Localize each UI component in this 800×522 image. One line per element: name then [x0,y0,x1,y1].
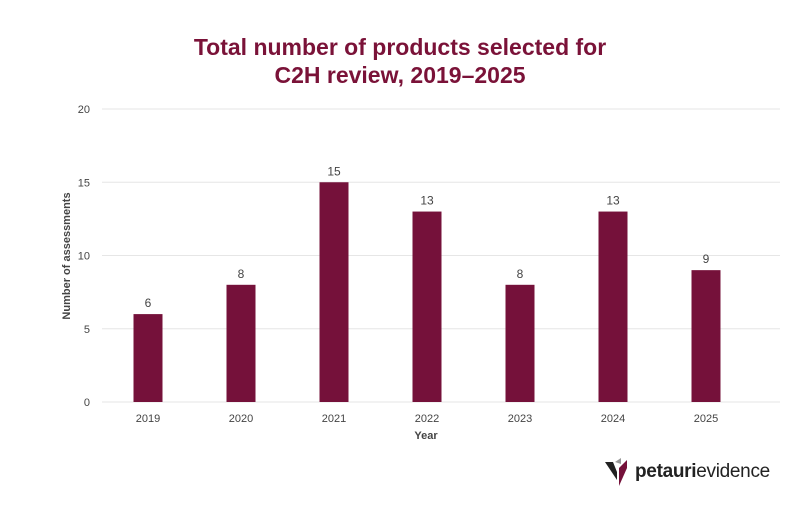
data-label: 13 [420,194,434,208]
x-tick-label: 2020 [229,413,253,425]
y-tick-label: 5 [84,324,90,336]
bar-2022 [412,211,442,402]
bar-2020 [226,284,256,402]
bar-2024 [598,211,628,402]
x-tick-label: 2024 [601,413,625,425]
chart-title: Total number of products selected for C2… [0,33,800,89]
bar-2023 [505,284,535,402]
y-tick-label: 10 [78,251,90,263]
bar-2019 [133,314,163,402]
x-tick-label: 2021 [322,413,346,425]
data-label: 9 [703,252,710,266]
y-tick-label: 15 [78,177,90,189]
y-tick-label: 20 [78,104,90,116]
y-axis-label: Number of assessments [61,192,73,319]
x-tick-label: 2019 [136,413,160,425]
chart-title-line2: C2H review, 2019–2025 [274,62,526,88]
y-tick-label: 0 [84,397,90,409]
bar-2021 [319,182,349,402]
data-label: 13 [606,194,620,208]
data-label: 6 [145,296,152,310]
data-label: 8 [238,267,245,281]
chart-title-line1: Total number of products selected for [193,34,607,60]
bar-2025 [691,270,721,402]
data-label: 15 [327,164,341,178]
petauri-evidence-logo: petaurievidence [605,458,770,486]
logo-mark-icon [605,458,627,486]
x-tick-label: 2025 [694,413,718,425]
x-tick-label: 2022 [415,413,439,425]
x-axis-label: Year [414,430,438,442]
data-label: 8 [517,267,524,281]
x-tick-label: 2023 [508,413,532,425]
logo-text: petaurievidence [635,461,770,482]
